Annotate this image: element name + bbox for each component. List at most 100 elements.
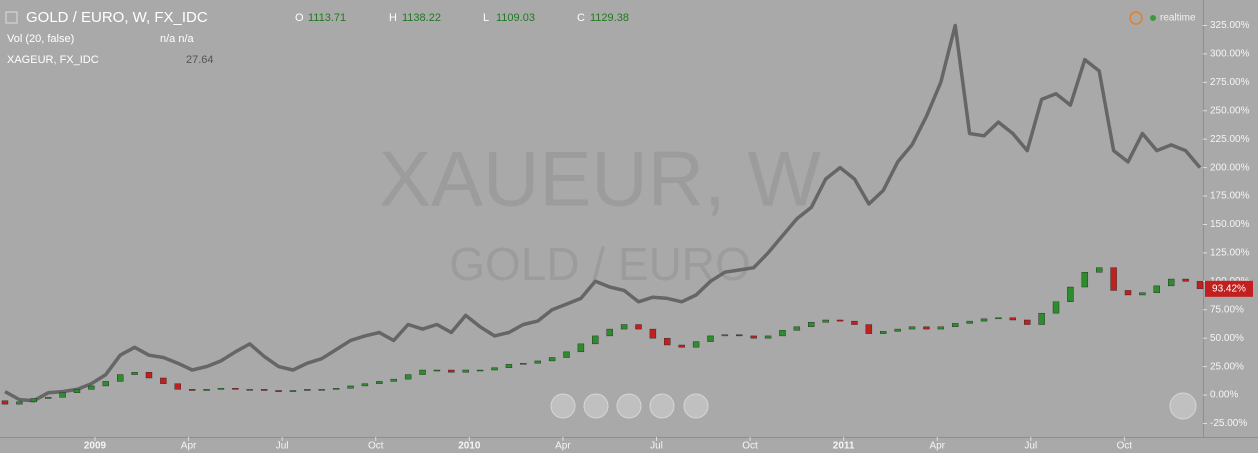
candle-body bbox=[1, 400, 9, 405]
candle-body bbox=[88, 385, 95, 390]
y-tick-label: 250.00% bbox=[1210, 105, 1250, 116]
watermark: XAUEUR, W bbox=[379, 135, 821, 223]
candle-body bbox=[880, 331, 887, 334]
y-tick-label: 325.00% bbox=[1210, 20, 1250, 31]
last-price-box bbox=[1205, 280, 1253, 297]
x-tick-label: Oct bbox=[368, 441, 384, 452]
candle-body bbox=[836, 319, 844, 322]
zoom-in[interactable] bbox=[649, 393, 675, 419]
candle-body bbox=[606, 328, 613, 337]
candle-body bbox=[592, 335, 599, 345]
candle-body bbox=[1096, 267, 1103, 273]
last-price-label: 93.42% bbox=[1212, 283, 1246, 294]
candle-body bbox=[419, 369, 426, 375]
line-series bbox=[4, 23, 1202, 403]
x-tick-label: Jul bbox=[276, 441, 289, 452]
candle-body bbox=[1024, 319, 1031, 325]
candle-body bbox=[764, 335, 772, 339]
candle-body bbox=[448, 369, 455, 373]
candle-body bbox=[548, 357, 556, 362]
candle-body bbox=[203, 389, 210, 391]
x-tick-label: Oct bbox=[742, 441, 758, 452]
candle-body bbox=[1182, 278, 1189, 282]
candle-body bbox=[1067, 286, 1074, 302]
candle-body bbox=[433, 369, 441, 372]
ohlc-key: C bbox=[577, 12, 585, 24]
x-tick-label: Apr bbox=[555, 441, 571, 452]
candle-body bbox=[188, 389, 196, 391]
candle-body bbox=[995, 317, 1002, 320]
candle-body bbox=[534, 360, 541, 364]
y-tick-label: 0.00% bbox=[1210, 390, 1238, 401]
candle-body bbox=[1081, 272, 1089, 288]
candle-body bbox=[505, 364, 513, 368]
candle-body bbox=[894, 328, 901, 332]
x-tick-label: Jul bbox=[1024, 441, 1037, 452]
candle-body bbox=[260, 389, 268, 391]
candle-body bbox=[678, 344, 685, 348]
candle-body bbox=[980, 318, 988, 322]
y-tick-label: 175.00% bbox=[1210, 191, 1250, 202]
candle-body bbox=[1196, 281, 1204, 290]
candle-body bbox=[217, 388, 225, 390]
candle-body bbox=[102, 381, 109, 387]
compare-value: 27.64 bbox=[186, 54, 214, 66]
candle-body bbox=[160, 377, 167, 384]
scroll-left[interactable] bbox=[550, 393, 576, 419]
candle-body bbox=[1110, 267, 1117, 291]
zoom-out[interactable] bbox=[583, 393, 609, 419]
y-tick-label: 225.00% bbox=[1210, 134, 1250, 145]
x-tick-label: Oct bbox=[1117, 441, 1133, 452]
candle-body bbox=[246, 389, 253, 391]
candle-body bbox=[966, 320, 973, 324]
candle-body bbox=[30, 398, 37, 403]
candle-body bbox=[1038, 312, 1045, 325]
collapse-button[interactable] bbox=[5, 11, 18, 24]
candle-body bbox=[174, 383, 181, 390]
nav-buttons bbox=[550, 392, 1197, 420]
main-series-title: GOLD / EURO, W, FX_IDC bbox=[26, 9, 208, 26]
candle-body bbox=[1124, 290, 1132, 296]
y-tick-label: 275.00% bbox=[1210, 77, 1250, 88]
alert-icon[interactable] bbox=[1129, 11, 1143, 25]
candle-body bbox=[851, 320, 858, 325]
ohlc-value: 1138.22 bbox=[402, 12, 441, 24]
ohlc-key: L bbox=[483, 12, 489, 24]
y-tick-label: -25.00% bbox=[1210, 418, 1247, 429]
y-tick-label: 300.00% bbox=[1210, 49, 1250, 60]
candle-body bbox=[1139, 292, 1146, 296]
reset[interactable] bbox=[616, 393, 642, 419]
candle-body bbox=[908, 326, 916, 330]
x-tick-label: 2010 bbox=[458, 441, 481, 452]
ohlc-value: 1113.71 bbox=[308, 12, 346, 24]
status: realtime bbox=[1160, 13, 1196, 24]
candle-body bbox=[318, 389, 325, 391]
candle-body bbox=[736, 334, 743, 337]
candle-body bbox=[289, 390, 297, 392]
candle-body bbox=[44, 397, 52, 399]
candle-body bbox=[476, 369, 484, 372]
candle-body bbox=[462, 369, 469, 373]
candle-body bbox=[1168, 278, 1175, 287]
candle-body bbox=[131, 372, 138, 375]
go-latest[interactable] bbox=[1169, 392, 1197, 420]
y-tick-label: 50.00% bbox=[1210, 333, 1244, 344]
y-tick-label: 25.00% bbox=[1210, 361, 1244, 372]
y-tick-label: 125.00% bbox=[1210, 248, 1250, 259]
candle-body bbox=[649, 328, 657, 339]
scroll-right[interactable] bbox=[683, 393, 709, 419]
candle-body bbox=[1009, 317, 1017, 321]
x-tick-label: Apr bbox=[929, 441, 945, 452]
candle-body bbox=[937, 326, 945, 330]
candle-body bbox=[664, 337, 671, 346]
candle-body bbox=[721, 334, 729, 337]
volume-values: n/a n/a bbox=[160, 33, 195, 45]
candle-body bbox=[232, 388, 239, 390]
candle-body bbox=[73, 389, 81, 393]
candle-body bbox=[376, 381, 383, 384]
y-tick-label: 75.00% bbox=[1210, 304, 1244, 315]
candle-body bbox=[865, 324, 873, 334]
candle-body bbox=[361, 383, 369, 387]
